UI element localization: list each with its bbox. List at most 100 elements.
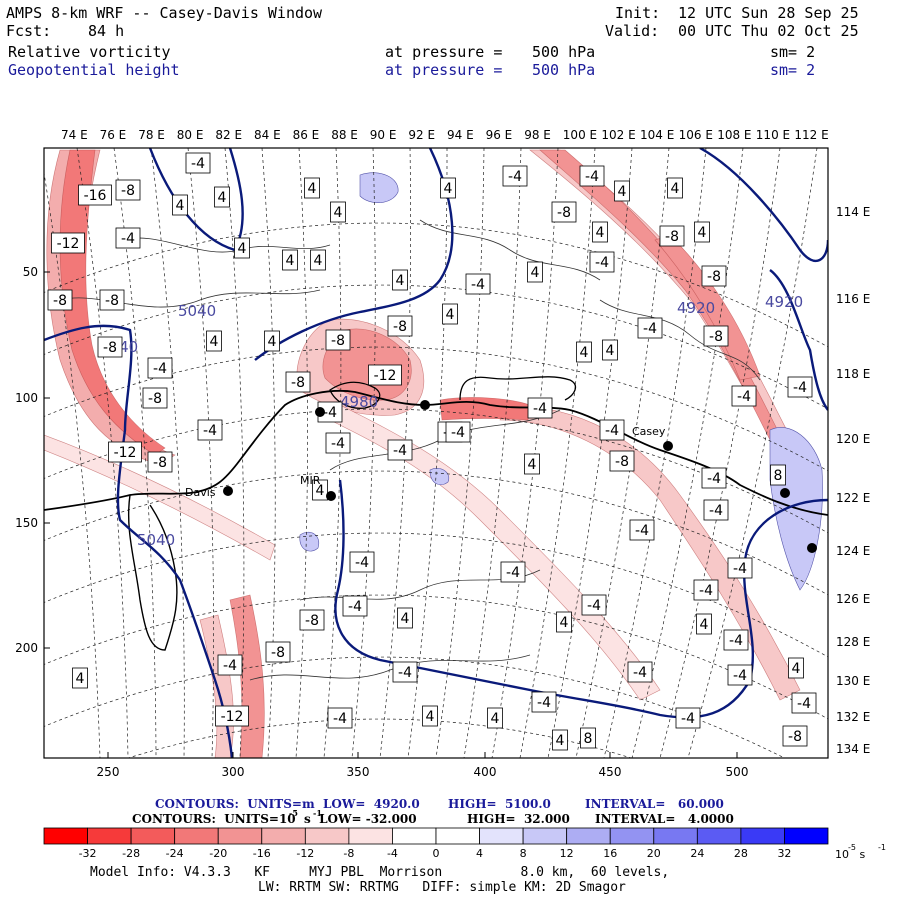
vorticity-label-box xyxy=(285,371,311,393)
vorticity-label-box xyxy=(304,177,320,199)
vorticity-label-box xyxy=(387,439,413,461)
vorticity-label: 4 xyxy=(556,733,565,749)
top-longitude-tick: 106 E xyxy=(678,128,713,142)
colorbar-tick-label: 24 xyxy=(690,847,704,860)
top-longitude-tick: 86 E xyxy=(292,128,320,142)
vorticity-label-box xyxy=(215,705,249,727)
vorticity-label: -8 xyxy=(707,269,721,285)
vorticity-label: -4 xyxy=(707,471,721,487)
colorbar-swatch xyxy=(43,827,88,845)
colorbar-tick-label: 28 xyxy=(734,847,748,860)
colorbar-swatch xyxy=(435,827,480,845)
vorticity-label-box xyxy=(325,432,351,454)
vorticity-label: 4 xyxy=(700,617,709,633)
colorbar-swatch xyxy=(130,827,176,845)
vorticity-label-box xyxy=(147,451,173,473)
vorticity-label: -4 xyxy=(533,401,547,417)
vorticity-label-box xyxy=(627,661,653,683)
colorbar-swatch xyxy=(740,827,785,845)
colorbar-swatch xyxy=(348,827,393,845)
vorticity-label: -4 xyxy=(709,503,723,519)
vorticity-label: -4 xyxy=(223,658,237,674)
vorticity-label-box xyxy=(397,607,413,629)
vorticity-label: -8 xyxy=(331,333,345,349)
vorticity-label: 4 xyxy=(446,307,455,323)
vorticity-label-box xyxy=(552,729,568,751)
vorticity-label: 4 xyxy=(606,343,615,359)
vorticity-label: -12 xyxy=(114,445,137,461)
vorticity-label: 4 xyxy=(210,334,219,350)
colorbar-swatch xyxy=(653,827,698,845)
vorticity-label: -4 xyxy=(633,665,647,681)
vorticity-label-box xyxy=(342,595,368,617)
vorticity-label-box xyxy=(527,397,553,419)
vorticity-label: -4 xyxy=(585,169,599,185)
top-longitude-tick: 98 E xyxy=(524,128,551,142)
vorticity-contour-interval: INTERVAL= 4.0000 xyxy=(595,812,734,826)
vorticity-label: -4 xyxy=(595,255,609,271)
vorticity-label-box xyxy=(502,165,528,187)
longitude-line xyxy=(659,148,781,758)
longitude-line xyxy=(379,148,411,758)
vorticity-label-box xyxy=(392,661,418,683)
top-longitude-tick: 80 E xyxy=(176,128,204,142)
colorbar-tick-label: 32 xyxy=(777,847,791,860)
left-grid-tick: 200 xyxy=(15,641,38,655)
vorticity-label-box xyxy=(731,385,757,407)
vorticity-label-box xyxy=(440,177,456,199)
vorticity-label-box xyxy=(185,152,211,174)
colorbar-tick-label: 20 xyxy=(647,847,661,860)
vorticity-label: 4 xyxy=(698,225,707,241)
vorticity-label: -4 xyxy=(729,633,743,649)
colorbar-swatch xyxy=(392,827,437,845)
colorbar-swatch xyxy=(217,827,263,845)
vorticity-label: 4 xyxy=(218,190,227,206)
colorbar-unit: 10 s xyxy=(835,848,866,861)
station-marker xyxy=(315,407,325,417)
colorbar-tick-label: 4 xyxy=(476,847,483,860)
longitude-line xyxy=(224,148,245,758)
colorbar-swatch xyxy=(304,827,350,845)
vorticity-label: -4 xyxy=(793,380,807,396)
longitude-line xyxy=(631,148,744,758)
vorticity-label: -4 xyxy=(333,711,347,727)
vorticity-label: -4 xyxy=(323,405,337,421)
latitude-line xyxy=(44,532,828,658)
colorbar-swatch xyxy=(479,827,524,845)
vorticity-label-box xyxy=(599,419,625,441)
colorbar-swatch xyxy=(566,827,611,845)
longitude-line xyxy=(323,148,342,758)
vorticity-label: 4 xyxy=(792,661,801,677)
top-longitude-tick: 84 E xyxy=(254,128,281,142)
vorticity-contour-line xyxy=(59,289,321,308)
vorticity-label: -12 xyxy=(57,236,80,252)
init-label: Init: xyxy=(615,4,661,22)
right-longitude-tick: 128 E xyxy=(836,635,871,649)
vorticity-label-box xyxy=(147,357,173,379)
vorticity-label-box xyxy=(551,201,577,223)
longitude-line xyxy=(407,148,448,758)
vorticity-label-box xyxy=(442,303,458,325)
vorticity-label-box xyxy=(701,265,727,287)
top-longitude-tick: 88 E xyxy=(331,128,358,142)
height-label: 4920 xyxy=(677,299,715,317)
vorticity-label-box xyxy=(97,336,123,358)
vorticity-label: 8 xyxy=(584,731,593,747)
right-longitude-tick: 130 E xyxy=(836,674,871,688)
vorticity-label-box xyxy=(47,289,73,311)
vorticity-label-box xyxy=(770,464,786,486)
vorticity-label-box xyxy=(282,249,298,271)
vorticity-label: 4 xyxy=(531,265,540,281)
vorticity-label-box xyxy=(524,453,540,475)
vorticity-label-box xyxy=(602,339,618,361)
right-longitude-tick: 114 E xyxy=(836,205,871,219)
height-contour-info: CONTOURS: UNITS=m LOW= 4920.0 xyxy=(155,797,420,811)
vorticity-label: -4 xyxy=(605,423,619,439)
vorticity-band-5 xyxy=(654,234,761,381)
height-contour-interval: INTERVAL= 60.000 xyxy=(585,797,724,811)
longitude-line xyxy=(187,148,214,758)
forecast-value: 84 h xyxy=(88,22,125,40)
vorticity-label-box xyxy=(694,221,710,243)
right-longitude-tick: 134 E xyxy=(836,742,871,756)
vorticity-label: -8 xyxy=(557,205,571,221)
